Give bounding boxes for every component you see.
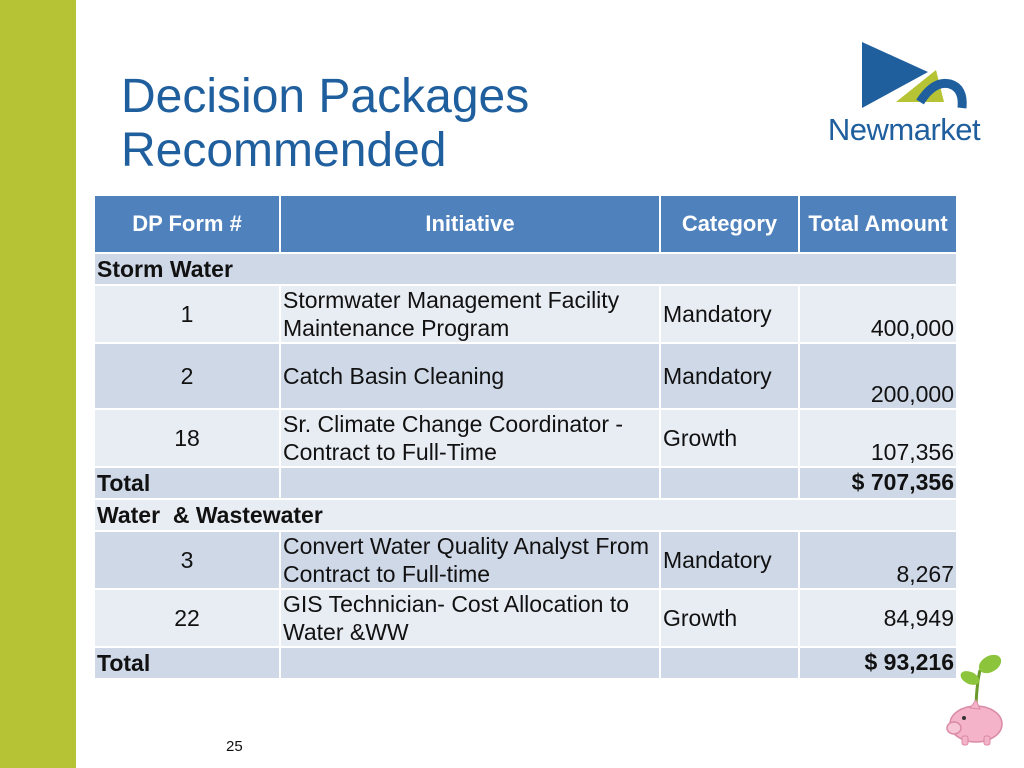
table-row: 18 Sr. Climate Change Coordinator - Cont… <box>93 408 958 468</box>
accent-bar <box>0 0 76 768</box>
total-empty-cell <box>279 466 661 500</box>
cell-initiative: Sr. Climate Change Coordinator - Contrac… <box>279 408 661 468</box>
header-dp-form: DP Form # <box>93 194 281 254</box>
table-header-row: DP Form # Initiative Category Total Amou… <box>93 194 958 254</box>
total-amount: $ 707,356 <box>798 466 958 500</box>
cell-category: Growth <box>659 408 800 468</box>
total-empty-cell <box>659 646 800 680</box>
cell-initiative: Convert Water Quality Analyst From Contr… <box>279 530 661 590</box>
table-row: 2 Catch Basin Cleaning Mandatory 200,000 <box>93 342 958 410</box>
cell-category: Growth <box>659 588 800 648</box>
table-row: 1 Stormwater Management Facility Mainten… <box>93 284 958 344</box>
newmarket-logo: Newmarket <box>824 40 984 150</box>
cell-category: Mandatory <box>659 530 800 590</box>
section-name: Storm Water <box>93 252 958 286</box>
header-category: Category <box>659 194 800 254</box>
cell-form: 18 <box>93 408 281 468</box>
newmarket-logo-icon <box>862 42 967 109</box>
table-row: 3 Convert Water Quality Analyst From Con… <box>93 530 958 590</box>
cell-initiative: Stormwater Management Facility Maintenan… <box>279 284 661 344</box>
page-number: 25 <box>226 738 243 755</box>
table-row: 22 GIS Technician- Cost Allocation to Wa… <box>93 588 958 648</box>
section-name: Water & Wastewater <box>93 498 958 532</box>
cell-initiative: GIS Technician- Cost Allocation to Water… <box>279 588 661 648</box>
cell-amount: 84,949 <box>798 588 958 648</box>
cell-initiative: Catch Basin Cleaning <box>279 342 661 410</box>
logo-text: Newmarket <box>827 112 981 147</box>
section-row: Storm Water <box>93 252 958 286</box>
cell-category: Mandatory <box>659 284 800 344</box>
cell-amount: 8,267 <box>798 530 958 590</box>
cell-category: Mandatory <box>659 342 800 410</box>
total-amount: $ 93,216 <box>798 646 958 680</box>
piggy-bank-sprout-icon <box>946 654 1003 746</box>
cell-amount: 400,000 <box>798 284 958 344</box>
total-label: Total <box>93 466 281 500</box>
cell-form: 2 <box>93 342 281 410</box>
total-empty-cell <box>659 466 800 500</box>
total-label: Total <box>93 646 281 680</box>
total-row: Total $ 93,216 <box>93 646 958 680</box>
cell-form: 22 <box>93 588 281 648</box>
header-initiative: Initiative <box>279 194 661 254</box>
title-line-1: Decision Packages <box>121 70 530 123</box>
section-row: Water & Wastewater <box>93 498 958 532</box>
decision-packages-table: DP Form # Initiative Category Total Amou… <box>93 194 958 680</box>
cell-form: 3 <box>93 530 281 590</box>
header-total-amount: Total Amount <box>798 194 958 254</box>
cell-form: 1 <box>93 284 281 344</box>
total-empty-cell <box>279 646 661 680</box>
cell-amount: 200,000 <box>798 342 958 410</box>
slide-title: Decision Packages Recommended <box>121 70 529 178</box>
title-line-2: Recommended <box>121 124 447 177</box>
cell-amount: 107,356 <box>798 408 958 468</box>
total-row: Total $ 707,356 <box>93 466 958 500</box>
